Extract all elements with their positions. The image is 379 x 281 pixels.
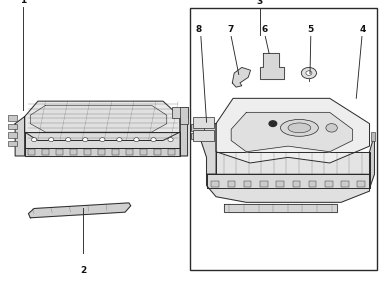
Circle shape bbox=[326, 124, 337, 132]
Polygon shape bbox=[25, 132, 180, 148]
Bar bbox=[172, 107, 188, 118]
Polygon shape bbox=[201, 124, 216, 174]
Bar bbox=[293, 181, 300, 187]
Polygon shape bbox=[232, 67, 251, 87]
Bar bbox=[98, 149, 105, 155]
Circle shape bbox=[31, 138, 37, 142]
Circle shape bbox=[100, 138, 105, 142]
Circle shape bbox=[306, 71, 312, 75]
Bar bbox=[276, 181, 284, 187]
Polygon shape bbox=[260, 53, 284, 79]
Bar bbox=[193, 117, 214, 128]
Bar bbox=[244, 181, 252, 187]
Polygon shape bbox=[180, 117, 188, 156]
Bar bbox=[84, 149, 91, 155]
Text: 4: 4 bbox=[360, 25, 366, 34]
Polygon shape bbox=[25, 148, 180, 156]
Circle shape bbox=[83, 138, 88, 142]
Bar bbox=[112, 149, 119, 155]
Polygon shape bbox=[231, 112, 352, 152]
Circle shape bbox=[301, 67, 316, 79]
Bar bbox=[309, 181, 316, 187]
Polygon shape bbox=[30, 105, 167, 132]
Bar bbox=[228, 181, 235, 187]
Bar bbox=[168, 149, 175, 155]
Text: 2: 2 bbox=[80, 266, 86, 275]
Text: 5: 5 bbox=[307, 25, 313, 34]
Bar bbox=[211, 181, 219, 187]
Polygon shape bbox=[207, 174, 370, 188]
Bar bbox=[371, 132, 375, 140]
Bar bbox=[140, 149, 147, 155]
Circle shape bbox=[168, 138, 173, 142]
Bar bbox=[56, 149, 63, 155]
Polygon shape bbox=[15, 117, 25, 156]
Polygon shape bbox=[25, 101, 180, 140]
Bar bbox=[70, 149, 77, 155]
Text: 3: 3 bbox=[257, 0, 263, 6]
Circle shape bbox=[151, 138, 156, 142]
Polygon shape bbox=[224, 204, 337, 212]
Bar bbox=[193, 130, 214, 140]
Bar bbox=[325, 181, 332, 187]
Text: 7: 7 bbox=[227, 25, 233, 34]
Bar bbox=[28, 149, 35, 155]
Polygon shape bbox=[370, 135, 374, 188]
Bar bbox=[180, 107, 188, 124]
Circle shape bbox=[117, 138, 122, 142]
Circle shape bbox=[49, 138, 54, 142]
Polygon shape bbox=[216, 98, 370, 163]
Bar bbox=[126, 149, 133, 155]
Bar bbox=[191, 124, 204, 131]
Circle shape bbox=[134, 138, 139, 142]
Text: 6: 6 bbox=[262, 25, 268, 34]
Polygon shape bbox=[216, 152, 370, 174]
Ellipse shape bbox=[280, 119, 318, 136]
Bar bbox=[42, 149, 49, 155]
Circle shape bbox=[66, 138, 71, 142]
Ellipse shape bbox=[288, 123, 311, 133]
Circle shape bbox=[269, 121, 277, 126]
Text: 1: 1 bbox=[20, 0, 27, 5]
Bar bbox=[357, 181, 365, 187]
Bar bbox=[191, 133, 204, 139]
Bar bbox=[154, 149, 161, 155]
Bar bbox=[8, 132, 17, 138]
Bar bbox=[190, 8, 377, 270]
Bar bbox=[8, 124, 17, 129]
Bar bbox=[8, 140, 17, 146]
Bar bbox=[8, 115, 17, 121]
Bar bbox=[260, 181, 268, 187]
Bar bbox=[341, 181, 349, 187]
Polygon shape bbox=[207, 174, 370, 202]
Polygon shape bbox=[28, 203, 131, 218]
Text: 8: 8 bbox=[196, 25, 202, 34]
